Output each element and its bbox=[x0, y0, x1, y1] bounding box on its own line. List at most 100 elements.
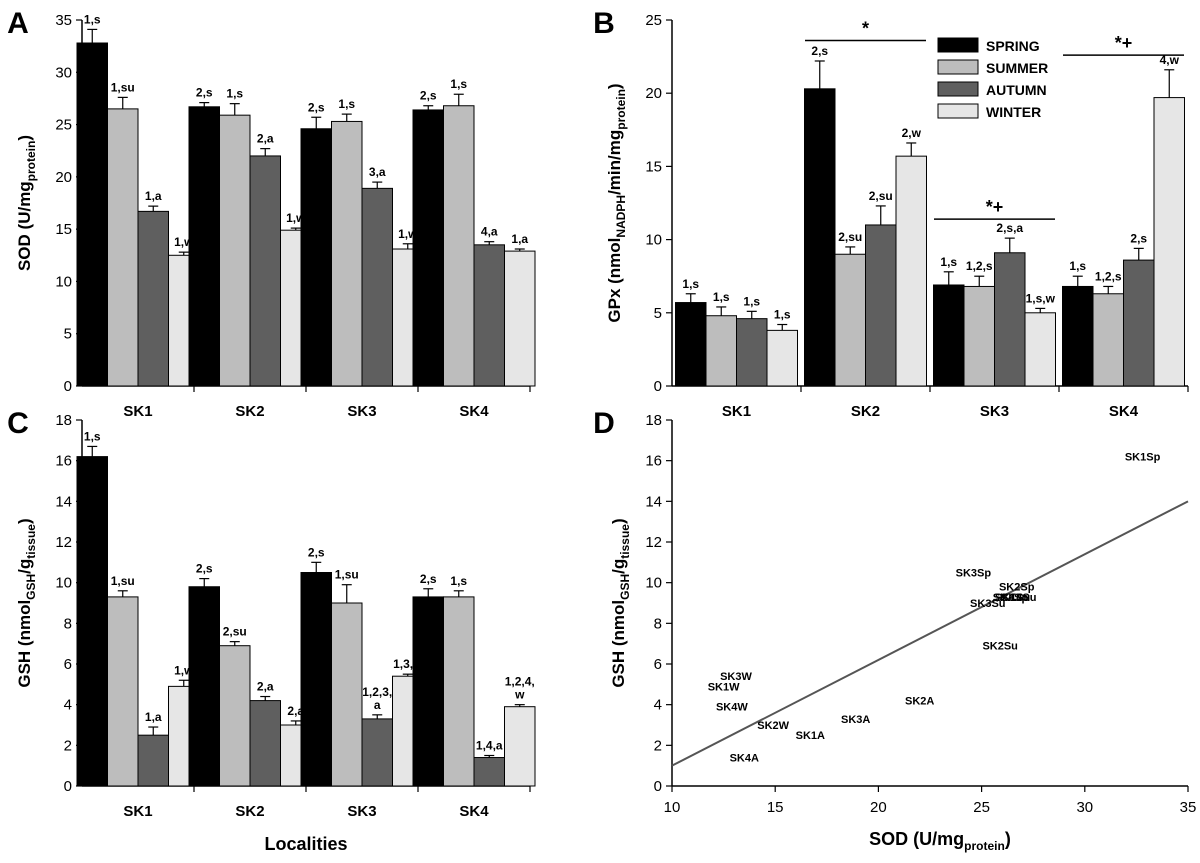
category-label: SK3 bbox=[347, 803, 376, 820]
bar-spring-sk3 bbox=[933, 284, 965, 387]
bar-annotation: 1,s bbox=[682, 277, 699, 291]
bar-annotation: 2,s bbox=[1130, 231, 1147, 245]
scatter-point-label: SK1A bbox=[796, 730, 825, 742]
legend-label-winter: WINTER bbox=[986, 104, 1041, 120]
bar-annotation: 2,su bbox=[223, 625, 247, 639]
y-tick-label: 0 bbox=[64, 378, 72, 395]
bar-autumn-sk3 bbox=[994, 252, 1026, 387]
y-tick-label: 15 bbox=[645, 158, 662, 175]
y-tick-label: 0 bbox=[654, 778, 662, 795]
bar-spring-sk3 bbox=[300, 572, 332, 787]
bar-annotation: 1,2,s bbox=[1095, 269, 1122, 283]
bar-winter-sk1 bbox=[766, 329, 798, 387]
y-axis-label: GPx (nmolNADPH/min/mgprotein) bbox=[605, 83, 628, 322]
scatter-point-label: SK2Su bbox=[982, 641, 1017, 653]
panel-letter: A bbox=[7, 7, 29, 40]
bar-annotation: 4,a bbox=[481, 225, 498, 239]
y-tick-label: 16 bbox=[55, 453, 72, 470]
panel-letter: D bbox=[593, 407, 615, 440]
y-tick-label: 18 bbox=[55, 412, 72, 429]
y-tick-label: 5 bbox=[64, 326, 72, 343]
scatter-point-label: SK2W bbox=[757, 720, 789, 732]
y-tick-label: 8 bbox=[64, 615, 72, 632]
bar-spring-sk2 bbox=[804, 88, 836, 387]
bar-summer-sk3 bbox=[331, 602, 363, 787]
scatter-point-label: SK3A bbox=[841, 714, 870, 726]
category-label: SK4 bbox=[459, 403, 489, 420]
y-tick-label: 5 bbox=[654, 305, 662, 322]
bar-summer-sk4 bbox=[443, 596, 475, 787]
bar-annotation: 1,a bbox=[145, 710, 162, 724]
bar-annotation: 2,s bbox=[308, 545, 325, 559]
y-tick-label: 2 bbox=[64, 737, 72, 754]
bar-annotation: 1,a bbox=[511, 232, 528, 246]
bar-summer-sk4 bbox=[1092, 293, 1124, 387]
legend-swatch-spring bbox=[937, 37, 979, 53]
category-label: SK3 bbox=[980, 403, 1009, 420]
x-tick-label: 15 bbox=[767, 799, 784, 816]
bar-annotation: 2,s bbox=[811, 44, 828, 58]
bar-annotation: 2,s,a bbox=[996, 221, 1023, 235]
bar-annotation: 2,a bbox=[287, 704, 304, 718]
bar-autumn-sk4 bbox=[1123, 259, 1155, 387]
bar-autumn-sk1 bbox=[137, 734, 169, 787]
scatter-point-label: SK3Su bbox=[970, 598, 1005, 610]
bar-annotation: 1,s bbox=[84, 12, 101, 26]
y-tick-label: 10 bbox=[55, 575, 72, 592]
scatter-point-label: SK4W bbox=[716, 702, 748, 714]
bar-annotation: 1,s bbox=[450, 574, 467, 588]
bar-annotation: 1,s bbox=[450, 77, 467, 91]
bar-annotation: 1,s,w bbox=[1026, 291, 1056, 305]
x-tick-label: 30 bbox=[1076, 799, 1093, 816]
panel-c: 024681012141618SK11,s1,su1,a1,wSK22,s2,s… bbox=[7, 407, 536, 854]
bar-annotation: 1,4,a bbox=[476, 739, 503, 753]
bar-annotation: w bbox=[514, 688, 525, 702]
scatter-point-label: SK4A bbox=[730, 753, 759, 765]
panel-letter: B bbox=[593, 7, 615, 40]
bar-autumn-sk4 bbox=[473, 757, 505, 787]
bar-annotation: 1,s bbox=[1069, 259, 1086, 273]
category-label: SK2 bbox=[851, 403, 880, 420]
bar-autumn-sk3 bbox=[361, 187, 393, 387]
bar-summer-sk4 bbox=[443, 105, 475, 387]
significance-symbol: * bbox=[862, 18, 869, 38]
legend-label-spring: SPRING bbox=[986, 38, 1040, 54]
bar-annotation: 3,a bbox=[369, 165, 386, 179]
y-tick-label: 10 bbox=[55, 273, 72, 290]
panel-letter: C bbox=[7, 407, 29, 440]
legend-label-summer: SUMMER bbox=[986, 60, 1048, 76]
bar-winter-sk4 bbox=[504, 250, 536, 387]
legend-swatch-summer bbox=[937, 59, 979, 75]
bar-annotation: 1,s bbox=[940, 255, 957, 269]
bar-annotation: 2,su bbox=[869, 189, 893, 203]
scatter-point-label: SK1W bbox=[708, 681, 740, 693]
legend-swatch-autumn bbox=[937, 81, 979, 97]
bar-annotation: 2,s bbox=[196, 562, 213, 576]
y-tick-label: 14 bbox=[645, 493, 662, 510]
bar-winter-sk4 bbox=[1153, 97, 1185, 387]
y-tick-label: 10 bbox=[645, 575, 662, 592]
bar-summer-sk1 bbox=[107, 596, 139, 787]
significance-symbol: *+ bbox=[986, 197, 1004, 217]
y-tick-label: 0 bbox=[64, 778, 72, 795]
y-tick-label: 4 bbox=[64, 697, 72, 714]
bar-winter-sk3 bbox=[1024, 312, 1056, 387]
y-axis-label: GSH (nmolGSH/gtissue) bbox=[15, 518, 38, 687]
scatter-point-label: SK1Sp bbox=[1125, 452, 1161, 464]
y-tick-label: 14 bbox=[55, 493, 72, 510]
scatter-point-label: SK3W bbox=[720, 671, 752, 683]
category-label: SK1 bbox=[123, 403, 152, 420]
y-tick-label: 2 bbox=[654, 737, 662, 754]
panel-d: 0 2 4 6 8 10 12 14 16 18 10 15 20 25 30 35 SK1Sp SK3Sp SK2… bbox=[593, 407, 1196, 853]
panel-b: 0 5 10 15 20 25 SK1 1,s 1,s 1,s 1,s SK2 2,s 2,su 2,su 2… bbox=[593, 7, 1189, 420]
x-tick-label: 20 bbox=[870, 799, 887, 816]
bar-annotation: 2,a bbox=[257, 680, 274, 694]
y-tick-label: 18 bbox=[645, 412, 662, 429]
y-tick-label: 30 bbox=[55, 64, 72, 81]
x-axis-label: SOD (U/mgprotein) bbox=[869, 829, 1011, 853]
y-tick-label: 15 bbox=[55, 221, 72, 238]
bar-autumn-sk2 bbox=[249, 700, 281, 787]
bar-summer-sk2 bbox=[219, 114, 251, 387]
bar-summer-sk2 bbox=[219, 645, 251, 787]
